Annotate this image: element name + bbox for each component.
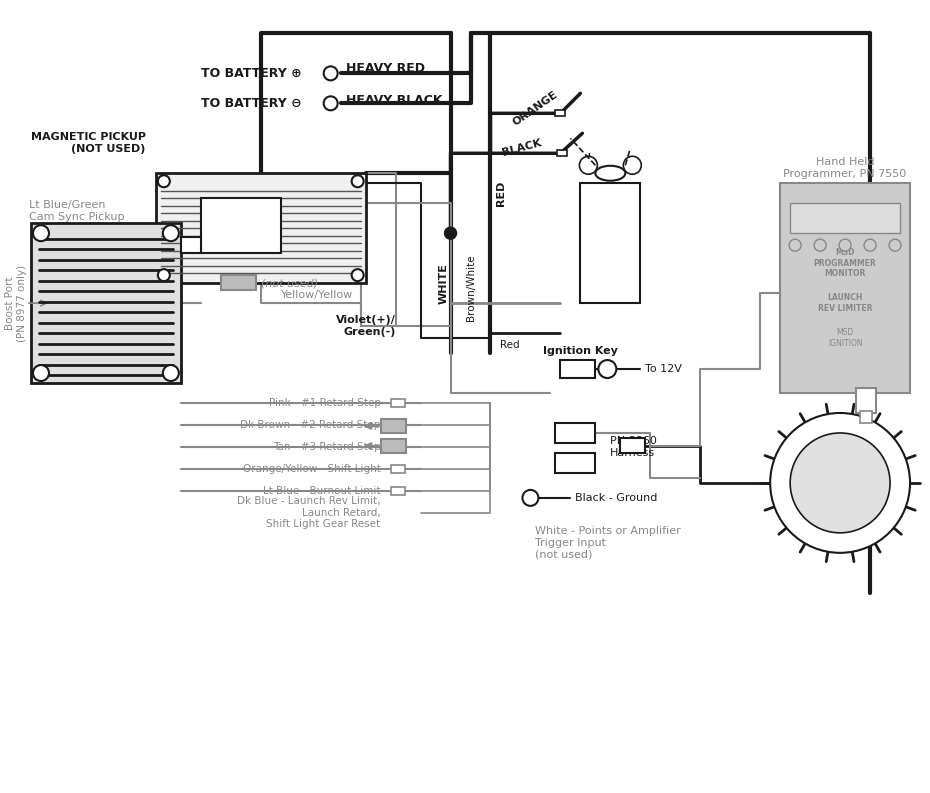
Text: Violet(+)/
Green(-): Violet(+)/ Green(-) (336, 316, 395, 337)
Text: ORANGE: ORANGE (511, 89, 559, 128)
Bar (180, 237, 201, 253)
Text: −: − (626, 151, 639, 166)
Bar (555, 423, 595, 443)
Circle shape (158, 175, 170, 187)
Text: PN 8860
Harness: PN 8860 Harness (610, 436, 658, 458)
Bar (391, 465, 405, 473)
Bar (780, 183, 910, 393)
Text: RED: RED (497, 181, 507, 206)
Text: Ignition Key: Ignition Key (543, 346, 618, 356)
Circle shape (523, 490, 538, 506)
Bar (220, 275, 256, 290)
Text: Tan - #3 Retard Step: Tan - #3 Retard Step (272, 442, 380, 452)
Circle shape (814, 239, 826, 251)
Circle shape (163, 225, 179, 241)
Text: +: + (582, 151, 595, 166)
Text: HEAVY BLACK: HEAVY BLACK (346, 94, 442, 107)
Bar (391, 421, 405, 429)
Text: MAGNETIC PICKUP
(NOT USED): MAGNETIC PICKUP (NOT USED) (31, 132, 146, 154)
Circle shape (790, 239, 801, 251)
Bar (380, 439, 405, 453)
Bar (31, 223, 180, 383)
Text: MSD: MSD (221, 204, 260, 219)
Bar (156, 173, 365, 283)
Bar (555, 453, 595, 473)
Text: WHITE: WHITE (439, 262, 448, 304)
Circle shape (889, 239, 901, 251)
Text: Brown/White: Brown/White (466, 255, 475, 321)
Bar (857, 388, 876, 413)
Circle shape (158, 269, 170, 282)
Circle shape (352, 175, 364, 187)
Circle shape (770, 413, 910, 553)
Text: BLACK: BLACK (500, 138, 542, 159)
Circle shape (352, 269, 364, 282)
Text: TO BATTERY ⊕: TO BATTERY ⊕ (201, 67, 301, 80)
Circle shape (598, 360, 617, 378)
Bar (557, 150, 567, 156)
Text: IGNITION: IGNITION (219, 216, 262, 226)
Text: Black - Ground: Black - Ground (576, 493, 658, 503)
Circle shape (33, 365, 49, 381)
Circle shape (623, 156, 642, 174)
Bar (380, 419, 405, 433)
Circle shape (324, 96, 338, 110)
Text: Lt Blue/Green
Cam Sync Pickup: Lt Blue/Green Cam Sync Pickup (29, 201, 125, 222)
Text: Dk Blue - Launch Rev Limit,
Launch Retard,
Shift Light Gear Reset: Dk Blue - Launch Rev Limit, Launch Retar… (237, 496, 380, 530)
Text: MSD Crank
Trigger Wheel: MSD Crank Trigger Wheel (802, 457, 879, 479)
Bar (201, 198, 281, 253)
Bar (391, 443, 405, 451)
Circle shape (579, 156, 597, 174)
Text: TO BATTERY ⊖: TO BATTERY ⊖ (201, 97, 301, 109)
Text: Red: Red (500, 340, 520, 350)
Text: Lt Blue - Burnout Limit: Lt Blue - Burnout Limit (263, 486, 380, 496)
Bar (790, 203, 900, 233)
Text: Hand Held
Programmer, PN 7550: Hand Held Programmer, PN 7550 (783, 158, 907, 179)
Text: Dk Brown - #2 Retard Step: Dk Brown - #2 Retard Step (240, 420, 380, 430)
Text: To 12V: To 12V (645, 364, 683, 374)
Bar (555, 110, 565, 117)
Circle shape (445, 227, 457, 239)
Ellipse shape (595, 166, 625, 181)
Circle shape (33, 225, 49, 241)
Text: White - Points or Amplifier
Trigger Input
(not used): White - Points or Amplifier Trigger Inpu… (536, 527, 681, 559)
Text: TACH
OUTPUT: TACH OUTPUT (95, 252, 146, 274)
Text: MSD
BLASTER
2: MSD BLASTER 2 (586, 216, 635, 250)
Text: Boost Port
(PN 8977 only): Boost Port (PN 8977 only) (6, 265, 27, 342)
Text: MSD
IGNITION: MSD IGNITION (828, 328, 862, 348)
Text: Orange/Yellow - Shift Light: Orange/Yellow - Shift Light (243, 464, 380, 474)
Text: LAUNCH
REV LIMITER: LAUNCH REV LIMITER (817, 293, 872, 312)
Text: Yellow/Yellow: Yellow/Yellow (281, 290, 353, 300)
Circle shape (790, 433, 890, 533)
Text: MSD
PROGRAMMER
MONITOR: MSD PROGRAMMER MONITOR (814, 248, 876, 278)
Bar (391, 487, 405, 495)
Text: Pink - #1 Retard Step: Pink - #1 Retard Step (269, 398, 380, 408)
Circle shape (324, 67, 338, 80)
Bar (580, 183, 641, 303)
Circle shape (163, 365, 179, 381)
Bar (620, 438, 645, 453)
Text: Multiple
Spark
Discharge: Multiple Spark Discharge (221, 220, 260, 250)
Circle shape (864, 239, 876, 251)
Circle shape (839, 239, 851, 251)
Bar (860, 411, 872, 423)
Bar (561, 360, 595, 378)
Text: (not used): (not used) (260, 278, 318, 288)
Text: HEAVY RED: HEAVY RED (346, 62, 425, 75)
Bar (391, 399, 405, 407)
